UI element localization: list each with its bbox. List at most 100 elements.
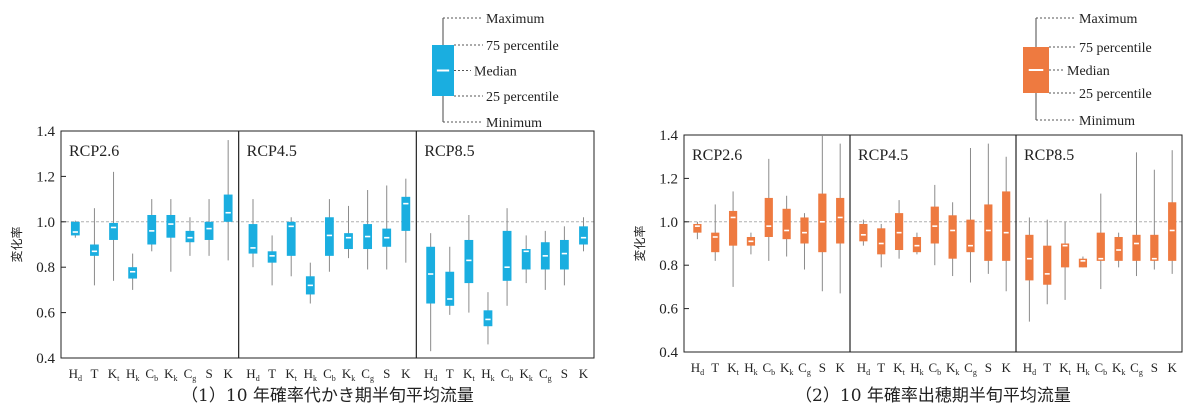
group-label: RCP8.5 [1024, 147, 1074, 164]
category-label-Hd: Hd [691, 360, 704, 377]
y-tick-label: 0.6 [36, 306, 55, 322]
plot-frame [60, 130, 595, 359]
category-label-Cb: Cb [323, 366, 336, 383]
box-T [711, 232, 720, 253]
category-label-Cg: Cg [539, 366, 552, 383]
box-Kt [286, 221, 296, 256]
box-Hd [859, 223, 868, 242]
category-label-Cg: Cg [184, 366, 197, 383]
box-Kt [109, 222, 118, 240]
box-K [1168, 202, 1177, 261]
category-label-K: K [835, 360, 845, 375]
category-label-Kt: Kt [108, 366, 120, 383]
category-label-Kt: Kt [463, 366, 475, 383]
legend-maximum: Maximum [1079, 12, 1137, 27]
plot-frame [683, 134, 1183, 353]
category-label-Kt: Kt [893, 360, 905, 377]
category-label-K: K [579, 366, 589, 381]
category-label-Hk: Hk [304, 366, 317, 383]
category-label-S: S [985, 360, 992, 375]
box-K [223, 194, 233, 222]
category-label-K: K [1001, 360, 1011, 375]
box-Hk [912, 236, 922, 253]
box-Kk [1114, 236, 1123, 261]
box-Kk [344, 233, 353, 250]
category-label-Cb: Cb [145, 366, 158, 383]
y-tick-label: 1.0 [36, 215, 55, 231]
category-label-Hk: Hk [910, 360, 923, 377]
box-Cb [764, 197, 773, 237]
category-label-S: S [383, 366, 390, 381]
box-K [401, 196, 411, 231]
box-Hk [128, 267, 138, 279]
box-Cg [966, 219, 975, 253]
y-axis-label: 変化率 [9, 226, 24, 262]
category-label-T: T [446, 366, 454, 381]
box-Cg [185, 230, 195, 243]
box-Cb [930, 206, 939, 244]
box-T [445, 271, 455, 306]
group-label: RCP2.6 [692, 147, 742, 164]
group-label: RCP2.6 [69, 143, 119, 160]
category-label-Hd: Hd [246, 366, 259, 383]
box-Hd [248, 224, 258, 254]
box-S [818, 193, 827, 253]
category-label-Hd: Hd [69, 366, 82, 383]
category-label-Kk: Kk [164, 366, 177, 383]
category-label-Cg: Cg [361, 366, 374, 383]
category-label-Hd: Hd [1023, 360, 1036, 377]
box-Hd [693, 223, 702, 233]
legend-minimum: Minimum [1079, 114, 1135, 129]
box-Hd [426, 246, 436, 304]
box-Kt [464, 239, 474, 284]
category-label-T: T [711, 360, 719, 375]
group-label: RCP8.5 [424, 143, 474, 160]
box-S [984, 204, 993, 261]
chart-caption: （2）10 年確率出穂期半旬平均流量 [795, 386, 1071, 406]
category-label-K: K [1167, 360, 1177, 375]
y-tick-label: 0.4 [659, 345, 678, 361]
box-Cg [1132, 234, 1141, 261]
legend-75-percentile: 75 percentile [1079, 41, 1152, 56]
box-Cb [325, 217, 334, 256]
box-Hd [1025, 234, 1034, 281]
box-Hk [483, 310, 493, 327]
category-label-Cg: Cg [798, 360, 811, 377]
category-label-Kk: Kk [1112, 360, 1125, 377]
box-Cb [1096, 232, 1105, 261]
y-tick-label: 0.4 [36, 351, 55, 367]
box-S [204, 221, 214, 240]
category-label-Hk: Hk [126, 366, 139, 383]
y-tick-label: 1.2 [36, 169, 55, 185]
y-tick-label: 0.8 [36, 260, 55, 276]
box-S [559, 239, 569, 270]
category-label-S: S [1151, 360, 1158, 375]
box-Kt [728, 210, 738, 246]
box-Kt [1060, 243, 1070, 268]
category-label-S: S [205, 366, 212, 381]
y-tick-label: 0.8 [659, 258, 678, 274]
y-axis-label: 変化率 [632, 225, 647, 261]
category-label-Kt: Kt [727, 360, 739, 377]
legend-maximum: Maximum [486, 12, 544, 27]
category-label-Cg: Cg [964, 360, 977, 377]
category-label-Kk: Kk [519, 366, 532, 383]
box-Kk [521, 249, 531, 270]
box-T [267, 251, 277, 263]
box-Cb [502, 230, 512, 281]
category-label-Kt: Kt [285, 366, 297, 383]
category-label-T: T [877, 360, 885, 375]
chart-caption: （1）10 年確率代かき期半旬平均流量 [181, 386, 474, 406]
category-label-T: T [90, 366, 98, 381]
category-label-Kt: Kt [1059, 360, 1071, 377]
legend-25-percentile: 25 percentile [1079, 87, 1152, 102]
box-Cb [147, 214, 157, 245]
category-label-T: T [268, 366, 276, 381]
category-label-Hk: Hk [744, 360, 757, 377]
box-Kk [948, 215, 957, 259]
box-S [1150, 234, 1159, 261]
y-tick-label: 1.0 [659, 215, 678, 231]
box-K [579, 226, 588, 245]
legend-25-percentile: 25 percentile [486, 90, 559, 105]
